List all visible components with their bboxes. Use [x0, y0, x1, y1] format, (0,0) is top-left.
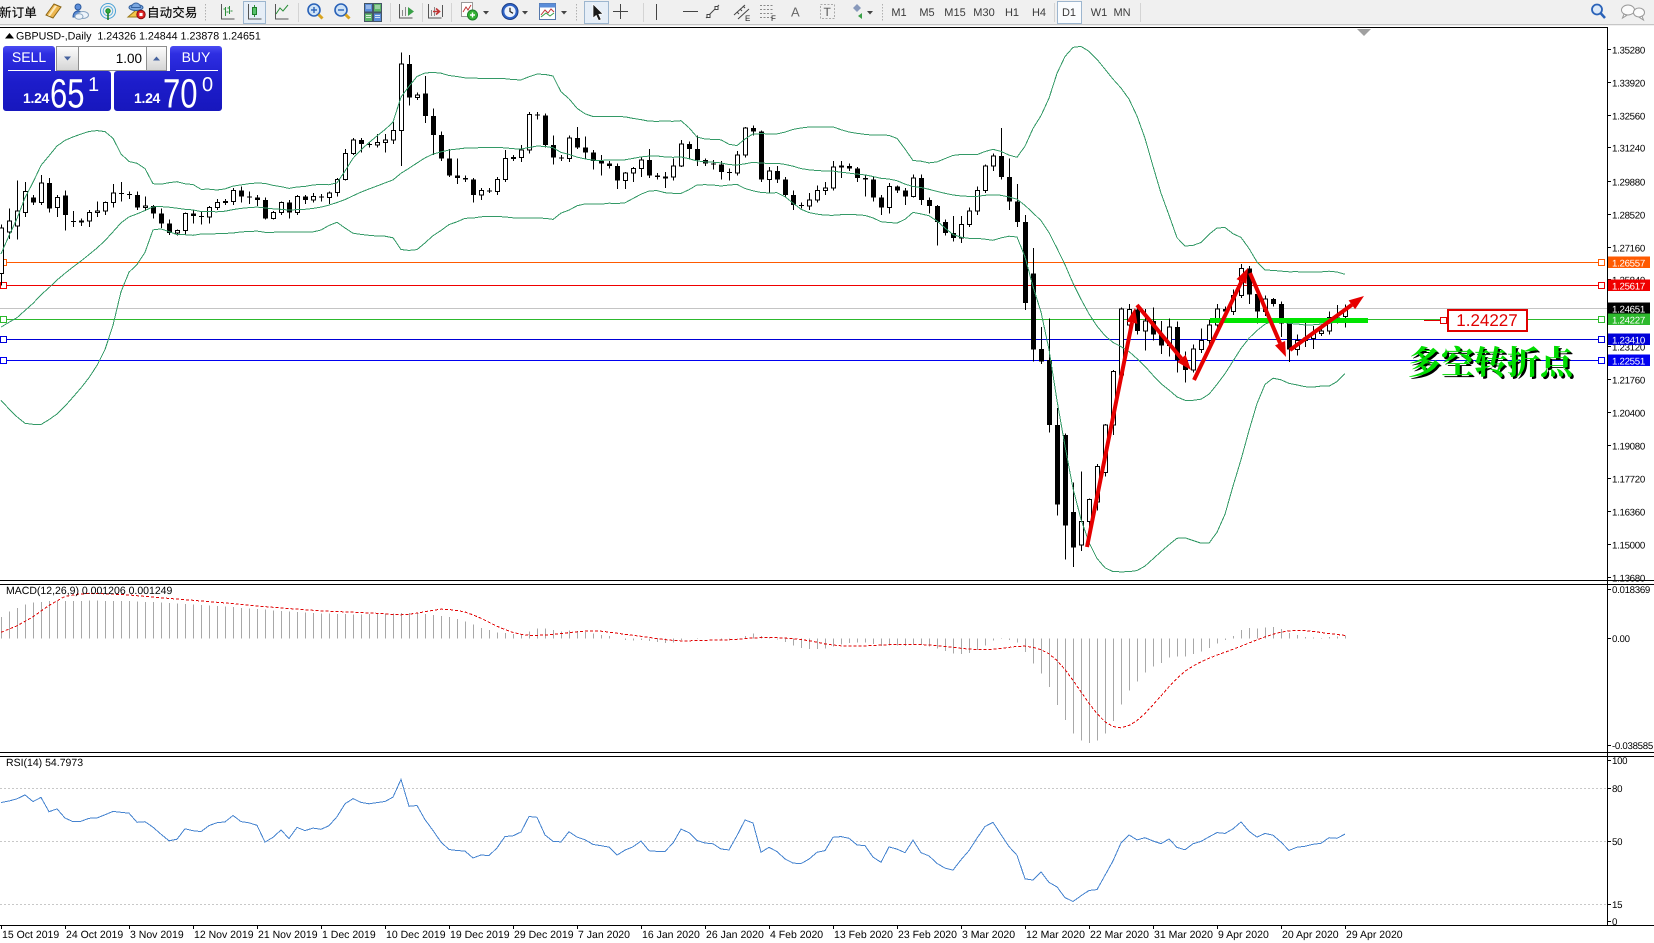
svg-text:1.16360: 1.16360 — [1612, 508, 1646, 519]
svg-text:1.22551: 1.22551 — [1612, 357, 1645, 368]
svg-text:9 Apr 2020: 9 Apr 2020 — [1218, 929, 1269, 941]
svg-text:12 Mar 2020: 12 Mar 2020 — [1026, 929, 1085, 941]
svg-text:1.24227: 1.24227 — [1456, 311, 1517, 330]
svg-text:13 Feb 2020: 13 Feb 2020 — [834, 929, 893, 941]
svg-text:MACD(12,26,9) 0.001206 0.00124: MACD(12,26,9) 0.001206 0.001249 — [6, 585, 173, 597]
svg-text:GBPUSD-,Daily 1.24326 1.24844: GBPUSD-,Daily 1.24326 1.24844 1.23878 1.… — [16, 31, 261, 43]
svg-text:BUY: BUY — [182, 49, 211, 65]
svg-text:A: A — [791, 5, 800, 20]
svg-text:50: 50 — [1612, 837, 1623, 848]
svg-text:1.28520: 1.28520 — [1612, 211, 1646, 222]
svg-text:1.17720: 1.17720 — [1612, 475, 1646, 486]
svg-text:1 Dec 2019: 1 Dec 2019 — [322, 929, 376, 941]
svg-text:1.25617: 1.25617 — [1612, 282, 1645, 293]
svg-text:M1: M1 — [891, 7, 906, 19]
svg-text:1.23410: 1.23410 — [1612, 336, 1646, 347]
svg-text:1.00: 1.00 — [116, 51, 142, 66]
svg-text:MN: MN — [1113, 7, 1130, 19]
svg-text:1.33920: 1.33920 — [1612, 79, 1646, 90]
svg-text:-0.038585: -0.038585 — [1612, 741, 1653, 752]
svg-text:29 Apr 2020: 29 Apr 2020 — [1346, 929, 1403, 941]
svg-text:21 Nov 2019: 21 Nov 2019 — [258, 929, 318, 941]
svg-text:23 Feb 2020: 23 Feb 2020 — [898, 929, 957, 941]
svg-text:F: F — [771, 14, 776, 23]
svg-text:3 Nov 2019: 3 Nov 2019 — [130, 929, 184, 941]
svg-text:1.35280: 1.35280 — [1612, 46, 1646, 57]
svg-text:65: 65 — [50, 71, 85, 117]
svg-text:15 Oct 2019: 15 Oct 2019 — [2, 929, 59, 941]
svg-text:0.00: 0.00 — [1612, 634, 1631, 645]
svg-text:1.13680: 1.13680 — [1612, 574, 1646, 585]
svg-text:4 Feb 2020: 4 Feb 2020 — [770, 929, 823, 941]
svg-text:E: E — [745, 14, 750, 23]
svg-text:H1: H1 — [1005, 7, 1019, 19]
svg-text:10 Dec 2019: 10 Dec 2019 — [386, 929, 446, 941]
svg-text:1.32560: 1.32560 — [1612, 112, 1646, 123]
svg-text:1.29880: 1.29880 — [1612, 178, 1646, 189]
svg-text:M5: M5 — [919, 7, 934, 19]
svg-text:SELL: SELL — [12, 49, 46, 65]
svg-text:M15: M15 — [944, 7, 965, 19]
svg-text:1.31240: 1.31240 — [1612, 144, 1646, 155]
svg-text:26 Jan 2020: 26 Jan 2020 — [706, 929, 764, 941]
svg-text:24 Oct 2019: 24 Oct 2019 — [66, 929, 123, 941]
svg-text:H4: H4 — [1032, 7, 1046, 19]
svg-text:1.24: 1.24 — [23, 90, 50, 106]
svg-text:31 Mar 2020: 31 Mar 2020 — [1154, 929, 1213, 941]
svg-text:1.21760: 1.21760 — [1612, 376, 1646, 387]
svg-text:1.19080: 1.19080 — [1612, 442, 1646, 453]
svg-text:M30: M30 — [973, 7, 994, 19]
svg-text:0.018369: 0.018369 — [1612, 585, 1650, 596]
svg-text:29 Dec 2019: 29 Dec 2019 — [514, 929, 574, 941]
svg-text:0: 0 — [1612, 917, 1618, 928]
svg-text:15: 15 — [1612, 900, 1622, 911]
svg-text:100: 100 — [1612, 756, 1628, 767]
svg-text:1.15000: 1.15000 — [1612, 541, 1646, 552]
svg-text:D1: D1 — [1062, 7, 1076, 19]
svg-text:RSI(14) 54.7973: RSI(14) 54.7973 — [6, 757, 83, 769]
svg-text:1.24651: 1.24651 — [1612, 305, 1645, 316]
svg-text:1.24: 1.24 — [134, 90, 161, 106]
svg-text:1.23120: 1.23120 — [1612, 343, 1646, 354]
svg-text:80: 80 — [1612, 784, 1623, 795]
svg-text:20 Apr 2020: 20 Apr 2020 — [1282, 929, 1339, 941]
svg-text:7 Jan 2020: 7 Jan 2020 — [578, 929, 630, 941]
svg-text:1.24227: 1.24227 — [1612, 316, 1645, 327]
svg-text:1.26557: 1.26557 — [1612, 259, 1645, 270]
svg-text:T: T — [824, 5, 832, 19]
svg-text:3 Mar 2020: 3 Mar 2020 — [962, 929, 1015, 941]
svg-text:1.20400: 1.20400 — [1612, 409, 1646, 420]
svg-text:70: 70 — [163, 71, 198, 117]
svg-text:1: 1 — [88, 74, 99, 96]
svg-text:W1: W1 — [1091, 7, 1108, 19]
svg-text:19 Dec 2019: 19 Dec 2019 — [450, 929, 510, 941]
svg-text:12 Nov 2019: 12 Nov 2019 — [194, 929, 254, 941]
svg-text:0: 0 — [202, 74, 213, 96]
svg-text:22 Mar 2020: 22 Mar 2020 — [1090, 929, 1149, 941]
svg-text:1.27160: 1.27160 — [1612, 244, 1646, 255]
svg-text:16 Jan 2020: 16 Jan 2020 — [642, 929, 700, 941]
